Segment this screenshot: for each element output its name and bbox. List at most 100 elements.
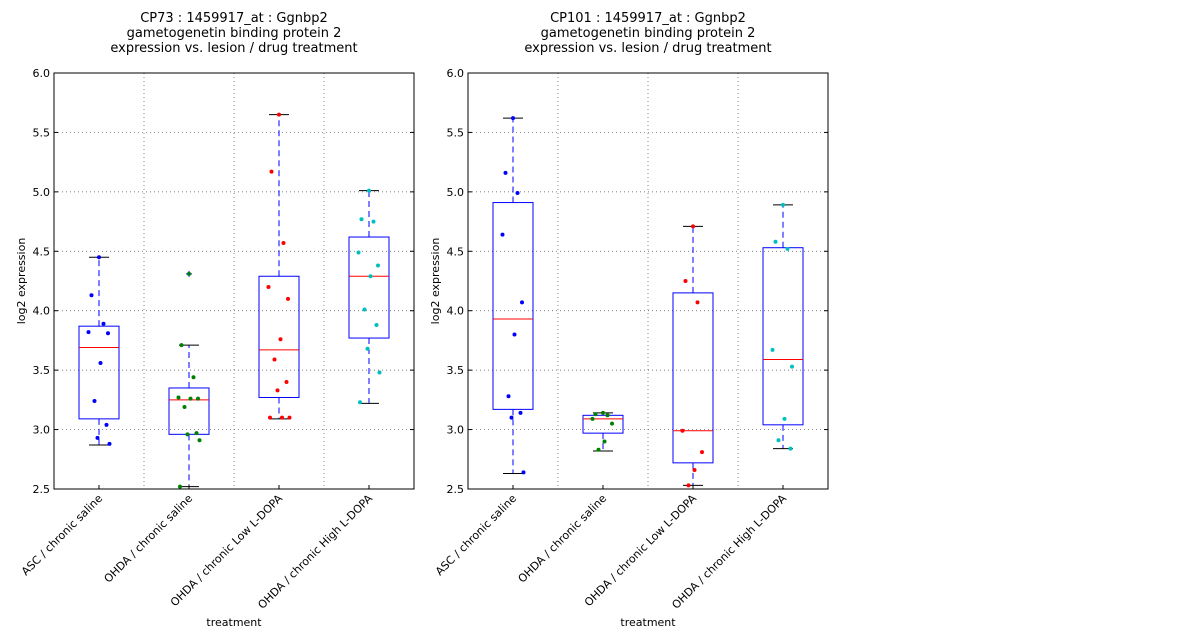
data-point	[773, 239, 778, 244]
y-tick-label: 4.0	[33, 305, 51, 318]
data-point	[278, 337, 283, 342]
data-point	[106, 331, 110, 336]
data-point	[776, 438, 781, 443]
data-point	[520, 300, 524, 305]
data-point	[358, 400, 362, 405]
data-point	[695, 300, 700, 305]
data-point	[602, 439, 607, 444]
data-point	[596, 447, 601, 452]
data-point	[590, 416, 595, 421]
data-point	[512, 332, 517, 337]
data-point	[287, 415, 292, 420]
y-tick-label: 2.5	[447, 483, 465, 496]
data-point	[788, 446, 793, 451]
data-point	[503, 170, 508, 175]
y-tick-label: 3.0	[33, 424, 51, 437]
data-point	[269, 169, 274, 174]
data-point	[680, 428, 685, 433]
data-point	[104, 422, 109, 427]
data-point	[506, 394, 511, 399]
box-group-3	[258, 112, 300, 420]
data-point	[185, 432, 190, 437]
data-point	[280, 415, 284, 420]
data-point	[610, 421, 614, 426]
data-point	[770, 347, 775, 352]
box-iqr	[168, 387, 210, 435]
x-tick-label: OHDA / chronic saline	[516, 492, 610, 586]
box-iqr	[582, 414, 624, 434]
data-point	[362, 307, 367, 312]
x-tick-label: ASC / chronic saline	[433, 492, 519, 578]
data-point	[371, 219, 376, 224]
data-point	[365, 346, 370, 351]
y-tick-label: 3.5	[447, 364, 465, 377]
data-point	[182, 404, 187, 409]
data-point	[359, 217, 364, 222]
data-point	[593, 412, 598, 417]
data-point	[286, 296, 290, 301]
data-point	[281, 240, 286, 245]
y-axis-label: log2 expression	[15, 238, 28, 325]
box-iqr	[672, 292, 714, 464]
box-iqr	[258, 275, 300, 398]
y-tick-label: 2.5	[33, 483, 51, 496]
data-point	[515, 191, 520, 196]
data-point	[500, 232, 505, 237]
data-point	[107, 441, 112, 446]
x-tick-label: ASC / chronic saline	[19, 492, 105, 578]
x-axis-label: treatment	[620, 616, 676, 629]
y-tick-label: 5.5	[33, 126, 51, 139]
chart-title-line: expression vs. lesion / drug treatment	[110, 41, 357, 56]
data-point	[356, 250, 361, 255]
y-tick-label: 4.0	[447, 305, 465, 318]
chart-title-line: expression vs. lesion / drug treatment	[524, 41, 771, 56]
data-point	[521, 470, 526, 475]
data-point	[191, 375, 196, 380]
data-point	[700, 450, 704, 455]
x-axis-label: treatment	[206, 616, 262, 629]
data-point	[511, 116, 515, 121]
data-point	[376, 263, 380, 268]
plot-frame	[467, 72, 829, 490]
data-point	[284, 380, 289, 385]
x-tick-label: OHDA / chronic saline	[102, 492, 196, 586]
box-group-4	[348, 188, 390, 405]
y-axis-label: log2 expression	[429, 238, 442, 325]
data-point	[691, 224, 695, 229]
y-tick-label: 3.5	[33, 364, 51, 377]
box-iqr	[348, 236, 390, 339]
data-point	[95, 435, 100, 440]
data-point	[790, 364, 794, 369]
box-iqr	[78, 325, 120, 420]
data-point	[374, 322, 379, 327]
data-point	[188, 396, 193, 401]
data-point	[782, 416, 787, 421]
data-point	[194, 431, 199, 436]
data-point	[89, 293, 94, 298]
chart-title-line: gametogenetin binding protein 2	[541, 26, 756, 41]
box-group-1	[78, 255, 120, 446]
y-tick-label: 5.5	[447, 126, 465, 139]
data-point	[266, 284, 271, 289]
data-point	[367, 188, 371, 193]
box-group-4	[762, 202, 804, 451]
data-point	[686, 483, 691, 488]
data-point	[277, 112, 281, 117]
data-point	[101, 321, 106, 326]
y-tick-label: 4.5	[33, 245, 51, 258]
box-group-1	[492, 116, 534, 475]
data-point	[683, 279, 688, 283]
y-tick-label: 3.0	[447, 424, 465, 437]
y-tick-label: 5.0	[447, 186, 465, 199]
box-group-2	[582, 410, 624, 452]
plot-frame	[53, 72, 415, 490]
data-point	[196, 396, 200, 401]
data-point	[268, 415, 272, 420]
data-point	[197, 438, 202, 443]
box-group-3	[672, 224, 714, 488]
data-point	[605, 413, 610, 418]
data-point	[98, 361, 103, 366]
chart-title-line: gametogenetin binding protein 2	[127, 26, 342, 41]
data-point	[518, 410, 523, 415]
